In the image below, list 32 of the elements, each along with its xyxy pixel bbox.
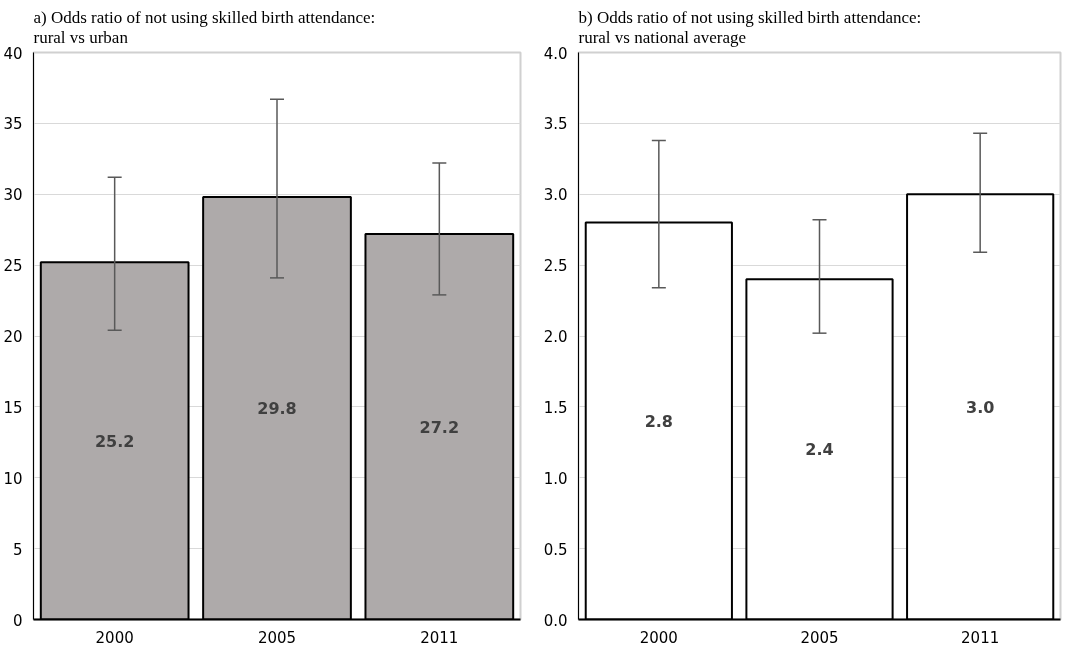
y-tick-label: 0.0 xyxy=(543,611,568,630)
data-label: 2.8 xyxy=(644,412,674,432)
chart-title: b) Odds ratio of not using skilled birth attendance: rural vs national average xyxy=(578,7,922,48)
chart-title: a) Odds ratio of not using skilled birth attendance: rural vs urban xyxy=(33,7,376,48)
y-tick-label: 4.0 xyxy=(543,44,568,63)
x-tick-label: 2005 xyxy=(800,628,839,647)
y-tick-label: 30 xyxy=(3,186,23,205)
data-label: 29.8 xyxy=(257,399,297,419)
y-tick-label: 3.0 xyxy=(543,186,568,205)
y-tick-label: 1.5 xyxy=(543,398,568,417)
y-tick-label: 0 xyxy=(12,611,23,630)
y-tick-label: 5 xyxy=(12,540,23,559)
y-tick-label: 15 xyxy=(3,398,23,417)
x-tick-label: 2005 xyxy=(257,628,297,647)
x-tick-label: 2000 xyxy=(639,628,678,647)
y-tick-label: 3.5 xyxy=(543,115,568,134)
x-tick-label: 2000 xyxy=(95,628,134,647)
x-tick-label: 2011 xyxy=(420,628,459,647)
data-label: 2.4 xyxy=(805,440,834,460)
data-label: 27.2 xyxy=(419,417,460,437)
y-tick-label: 2.0 xyxy=(543,328,568,346)
data-label: 25.2 xyxy=(94,431,135,451)
y-tick-label: 35 xyxy=(3,115,23,134)
y-tick-label: 20 xyxy=(3,328,23,346)
y-tick-label: 2.5 xyxy=(543,257,568,276)
y-tick-label: 40 xyxy=(3,44,23,63)
y-tick-label: 10 xyxy=(3,469,23,488)
data-label: 3.0 xyxy=(965,397,995,417)
y-tick-label: 25 xyxy=(3,257,23,276)
x-tick-label: 2011 xyxy=(961,628,1000,647)
y-tick-label: 1.0 xyxy=(543,469,568,488)
y-tick-label: 0.5 xyxy=(543,540,568,559)
